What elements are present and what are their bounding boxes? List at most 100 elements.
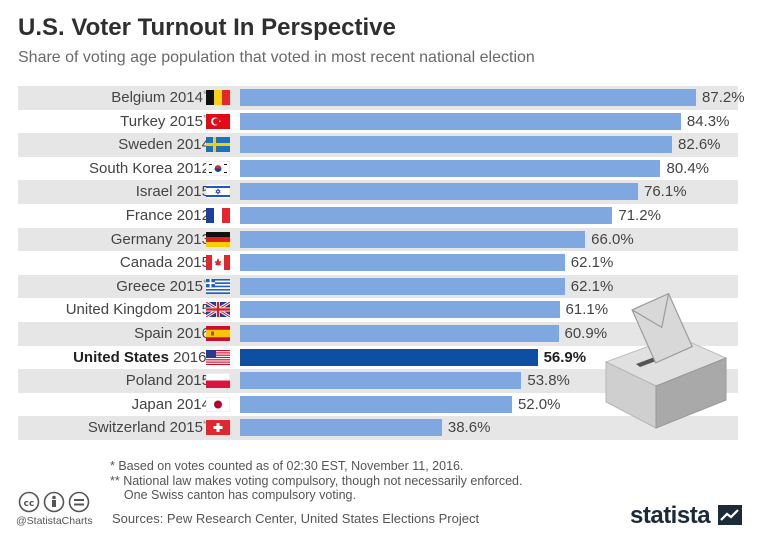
flag-sweden-icon	[206, 137, 230, 153]
country-name: Greece	[116, 277, 166, 295]
election-year: 2012	[172, 207, 210, 224]
country-name: Germany	[110, 230, 173, 248]
category-label: Belgium 2014**	[111, 86, 210, 110]
category-label: France 2012	[126, 204, 210, 228]
value-label: 56.9%	[543, 348, 587, 366]
bar	[240, 301, 560, 319]
category-label: Greece 2015**	[116, 275, 210, 299]
country-name: United States	[73, 348, 169, 366]
category-label: Switzerland 2015**	[88, 416, 210, 440]
chart-row: United Kingdom 2015 61.1%	[18, 298, 738, 322]
flag-canada-icon	[206, 255, 230, 271]
value-label: 62.1%	[570, 254, 614, 272]
statista-logo: statista	[630, 502, 742, 530]
chart-row: Sweden 2014 82.6%	[18, 133, 738, 157]
country-name: Japan	[131, 395, 173, 413]
source-text: Sources: Pew Research Center, United Sta…	[112, 511, 480, 526]
value-label: 61.1%	[565, 301, 609, 319]
chart-row: Canada 2015 62.1%	[18, 251, 738, 275]
flag-poland-icon	[206, 373, 230, 389]
bar	[240, 136, 672, 154]
value-label: 87.2%	[702, 89, 745, 106]
country-name: United Kingdom	[65, 301, 173, 319]
country-name: Spain	[134, 325, 173, 342]
chart-row: Japan 2014 52.0%	[18, 393, 738, 417]
bar	[240, 372, 522, 390]
ballot-box-icon	[596, 292, 736, 437]
election-year: 2015	[165, 277, 203, 295]
flag-turkey-icon	[206, 113, 230, 129]
value-label: 84.3%	[686, 112, 730, 130]
election-year: 2016	[172, 325, 210, 342]
election-year: 2012	[172, 159, 210, 177]
country-name: Israel	[135, 183, 173, 201]
flag-usa-icon	[206, 349, 230, 365]
bar	[240, 230, 586, 248]
country-name: France	[125, 207, 173, 224]
election-year: 2016	[168, 348, 207, 366]
flag-germany-icon	[206, 231, 230, 247]
country-name: Turkey	[120, 112, 166, 130]
chart-row: Poland 2015 53.8%	[18, 369, 738, 393]
chart-row: Greece 2015** 62.1%	[18, 274, 738, 299]
chart-row: Israel 2015 76.1%	[18, 180, 738, 204]
category-label: Japan 2014	[132, 393, 210, 417]
chart-row: Spain 2016 60.9%	[18, 322, 738, 346]
flag-spain-icon	[206, 326, 230, 341]
category-label: Spain 2016	[134, 322, 210, 346]
value-label: 38.6%	[447, 419, 491, 437]
category-label: United States 2016*	[73, 346, 210, 370]
election-year: 2014	[172, 136, 210, 154]
value-label: 53.8%	[527, 372, 570, 390]
statista-logo-icon	[717, 505, 742, 525]
chart-row: Switzerland 2015** 38.6%	[18, 416, 738, 440]
bar	[240, 159, 661, 177]
twitter-handle: @StatistaCharts	[16, 515, 93, 527]
value-label: 82.6%	[677, 136, 721, 154]
chart-row: Turkey 2015** 84.3%	[18, 110, 738, 134]
cc-icon: cc	[18, 491, 40, 513]
by-icon	[43, 491, 65, 513]
election-year: 2015	[165, 419, 203, 437]
country-name: Poland	[125, 372, 173, 390]
creative-commons-badges: cc	[18, 491, 92, 518]
category-label: Turkey 2015**	[120, 110, 210, 134]
country-name: Switzerland	[87, 419, 166, 437]
statista-wordmark: statista	[630, 502, 711, 529]
chart-row: Germany 2013 66.0%	[18, 227, 738, 252]
flag-south-korea-icon	[206, 160, 230, 176]
nd-icon	[68, 491, 90, 513]
flag-greece-icon	[206, 278, 230, 294]
bar	[240, 183, 638, 201]
category-label: Israel 2015	[136, 180, 210, 204]
value-label: 76.1%	[644, 183, 687, 201]
value-label: 52.0%	[517, 395, 561, 413]
election-year: 2014	[165, 89, 203, 106]
bar	[240, 207, 613, 224]
bar	[240, 325, 559, 342]
footnote-asterisk: * Based on votes counted as of 02:30 EST…	[110, 459, 464, 473]
election-year: 2015	[172, 183, 210, 201]
category-label: Canada 2015	[120, 251, 210, 275]
flag-switzerland-icon	[206, 420, 230, 436]
value-label: 80.4%	[666, 159, 710, 177]
election-year: 2013	[172, 230, 210, 248]
footnote-continuation: One Swiss canton has compulsory voting.	[110, 488, 356, 502]
flag-france-icon	[206, 208, 230, 223]
value-label: 60.9%	[564, 325, 608, 342]
bar	[240, 419, 442, 437]
category-label: Sweden 2014	[118, 133, 210, 157]
bar	[240, 348, 538, 366]
country-name: Belgium	[111, 89, 166, 106]
value-label: 66.0%	[591, 230, 634, 248]
chart-row: Belgium 2014** 87.2%	[18, 86, 745, 110]
value-label: 62.1%	[570, 277, 614, 295]
country-name: South Korea	[89, 159, 173, 177]
bar	[240, 112, 681, 130]
bar	[240, 395, 512, 413]
category-label: Poland 2015	[126, 369, 210, 393]
footnotes: * Based on votes counted as of 02:30 EST…	[110, 459, 522, 503]
flag-uk-icon	[206, 302, 230, 318]
bar	[240, 277, 565, 295]
flag-israel-icon	[206, 184, 230, 200]
